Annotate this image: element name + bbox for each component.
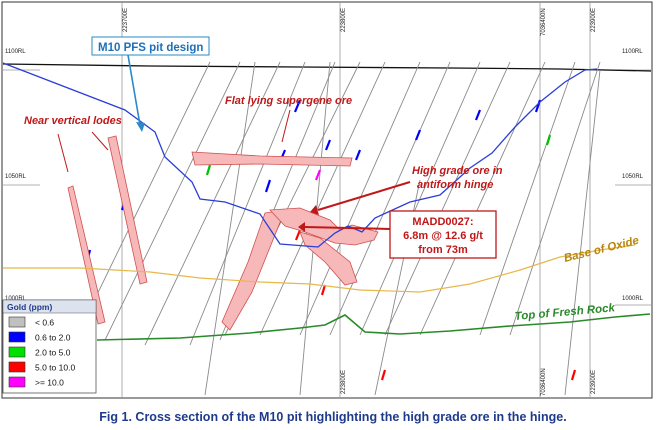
madd0027-arrowhead — [298, 222, 305, 232]
high-grade-label-1: High grade ore in — [412, 165, 503, 177]
grid-label-right-1: 1100RL — [622, 49, 643, 55]
grid-label-bottom-2: 7036400N — [541, 368, 547, 396]
grid-label-bottom-3: 223900E — [591, 370, 597, 394]
grid-label-top-2: 223800E — [341, 8, 347, 32]
base-of-oxide-line — [3, 244, 636, 293]
pit-design-box — [91, 36, 210, 56]
legend-header — [2, 299, 97, 314]
madd0027-line-2: 6.8m @ 12.6 g/t — [403, 230, 483, 242]
ore-supergene — [191, 151, 353, 167]
grid-label-bottom-1: 223800E — [341, 370, 347, 394]
grid-label-left-3: 1000RL — [5, 296, 27, 302]
topography-line — [2, 63, 652, 72]
legend-label: < 0.6 — [35, 318, 54, 328]
pit-outline — [2, 62, 598, 248]
grid-label-left-2: 1050RL — [5, 174, 27, 180]
legend-label: 2.0 to 5.0 — [35, 348, 71, 358]
legend-label: 5.0 to 10.0 — [35, 363, 75, 373]
grid-label-right-2: 1050RL — [622, 174, 644, 180]
ore-near-vertical-1 — [67, 185, 106, 325]
high-grade-arrow — [317, 181, 411, 211]
legend-label: 0.6 to 2.0 — [35, 333, 71, 343]
madd0027-box — [389, 210, 497, 259]
madd0027-line-3: from 73m — [418, 244, 468, 256]
ore-near-vertical-2 — [107, 135, 148, 285]
grid-label-left-1: 1100RL — [5, 49, 26, 55]
high-grade-label-2: antiform hinge — [417, 179, 493, 191]
high-grade-arrowhead — [310, 205, 319, 215]
pit-design-arrow — [127, 54, 141, 126]
grid-label-top-1: 223700E — [123, 8, 129, 32]
madd0027-arrow — [304, 226, 391, 230]
legend-swatch — [8, 316, 26, 328]
madd0027-callout: MADD0027: 6.8m @ 12.6 g/t from 73m — [298, 210, 497, 259]
near-vertical-label: Near vertical lodes — [24, 115, 122, 127]
pit-design-arrowhead — [136, 122, 145, 132]
grid-label-top-3: 7036400N — [541, 8, 547, 36]
madd0027-line-1: MADD0027: — [412, 216, 473, 228]
legend-swatch — [8, 376, 26, 388]
grid-label-right-3: 1000RL — [622, 296, 644, 302]
grid-labels: 223700E 223800E 7036400N 223900E 223800E… — [5, 8, 644, 396]
legend-label: >= 10.0 — [35, 378, 64, 388]
figure-frame — [1, 1, 653, 399]
near-vertical-arrow-1 — [57, 133, 69, 173]
legend-swatch — [8, 346, 26, 358]
top-of-fresh-rock-line — [96, 313, 651, 341]
legend-title: Gold (ppm) — [7, 302, 52, 312]
supergene-label: Flat lying supergene ore — [225, 95, 352, 107]
gold-legend: Gold (ppm) < 0.6 0.6 to 2.0 2.0 to 5.0 5.0 … — [2, 299, 97, 394]
pit-design-callout: M10 PFS pit design — [91, 36, 210, 132]
supergene-arrow — [281, 109, 291, 143]
pit-design-label: M10 PFS pit design — [98, 42, 203, 54]
grid-label-top-4: 223900E — [591, 8, 597, 32]
near-vertical-arrow-2 — [91, 131, 109, 151]
red-annotations: Near vertical lodes Flat lying supergene… — [24, 95, 503, 215]
legend-swatch — [8, 361, 26, 373]
figure-caption: Fig 1. Cross section of the M10 pit high… — [99, 410, 567, 424]
legend-swatch — [8, 331, 26, 343]
